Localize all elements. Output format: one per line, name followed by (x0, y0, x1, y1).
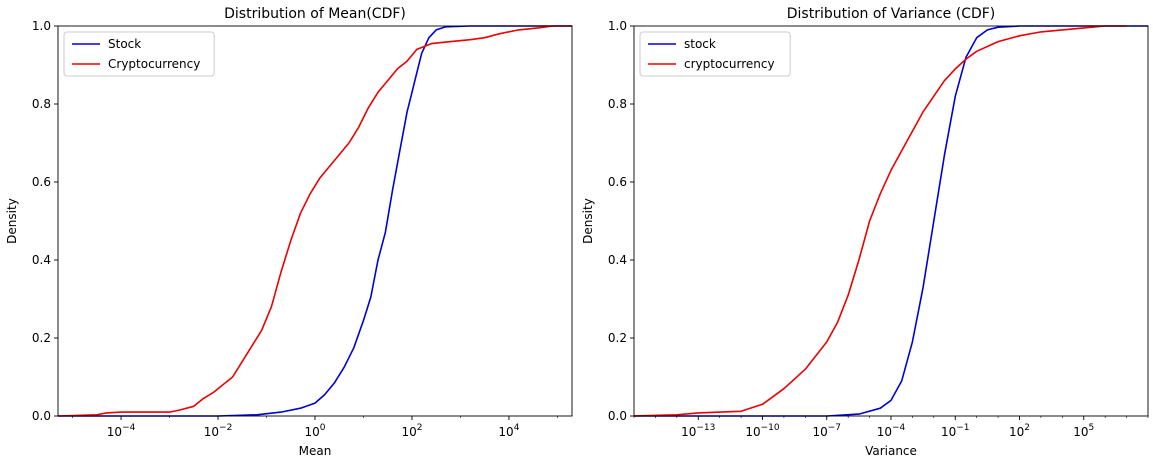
y-tick-label: 0.0 (32, 409, 51, 423)
y-tick-label: 1.0 (32, 19, 51, 33)
legend-box (639, 31, 791, 77)
x-tick-label: 10−7 (812, 423, 841, 439)
series-line-cryptocurrency (57, 25, 572, 417)
y-tick-label: 0.0 (608, 409, 627, 423)
variance-cdf-panel: Distribution of Variance (CDF) 0.0 0.2 0.4 0… (581, 6, 1149, 458)
x-axis-label: Variance (865, 444, 917, 458)
x-tick-label: 102 (401, 423, 422, 439)
x-tick-label: 10−1 (941, 423, 970, 439)
x-tick-label: 10−10 (745, 423, 780, 439)
y-tick-label: 0.6 (32, 175, 51, 189)
y-tick-label: 0.2 (32, 331, 51, 345)
x-tick-label: 102 (1009, 423, 1030, 439)
series-line-cryptocurrency (633, 25, 1127, 417)
x-axis-label: Mean (299, 444, 332, 458)
series-line-stock (58, 25, 572, 417)
y-tick-label: 0.8 (608, 97, 627, 111)
x-tick-label: 105 (1073, 423, 1094, 439)
y-tick-label: 0.2 (608, 331, 627, 345)
chart-title: Distribution of Mean(CDF) (224, 6, 406, 22)
x-tick-label: 100 (304, 423, 325, 439)
plot-frame (633, 25, 1149, 417)
legend-label: Stock (108, 37, 141, 51)
x-tick-label: 10−13 (681, 423, 715, 439)
y-tick-label: 0.8 (32, 97, 51, 111)
legend: stock cryptocurrency (639, 31, 791, 77)
x-tick-label: 10−4 (877, 423, 906, 439)
x-tick-label: 10−4 (107, 423, 136, 439)
x-tick-label: 104 (498, 423, 519, 439)
legend: Stock Cryptocurrency (63, 31, 215, 77)
legend-label: cryptocurrency (684, 57, 775, 71)
y-tick-label: 0.4 (608, 253, 627, 267)
legend-label: stock (684, 37, 716, 51)
y-tick-label: 1.0 (608, 19, 627, 33)
y-tick-label: 0.4 (32, 253, 51, 267)
y-axis-label: Density (581, 198, 595, 244)
legend-label: Cryptocurrency (108, 57, 200, 71)
legend-box (63, 31, 215, 77)
y-axis-label: Density (5, 198, 19, 244)
series-line-stock (634, 25, 1148, 417)
plot-frame (57, 25, 573, 417)
mean-cdf-panel: Distribution of Mean(CDF) 0.0 0.2 0.4 0.6 0.8… (5, 6, 573, 458)
x-tick-label: 10−2 (204, 423, 233, 439)
chart-title: Distribution of Variance (CDF) (787, 6, 996, 22)
y-tick-label: 0.6 (608, 175, 627, 189)
